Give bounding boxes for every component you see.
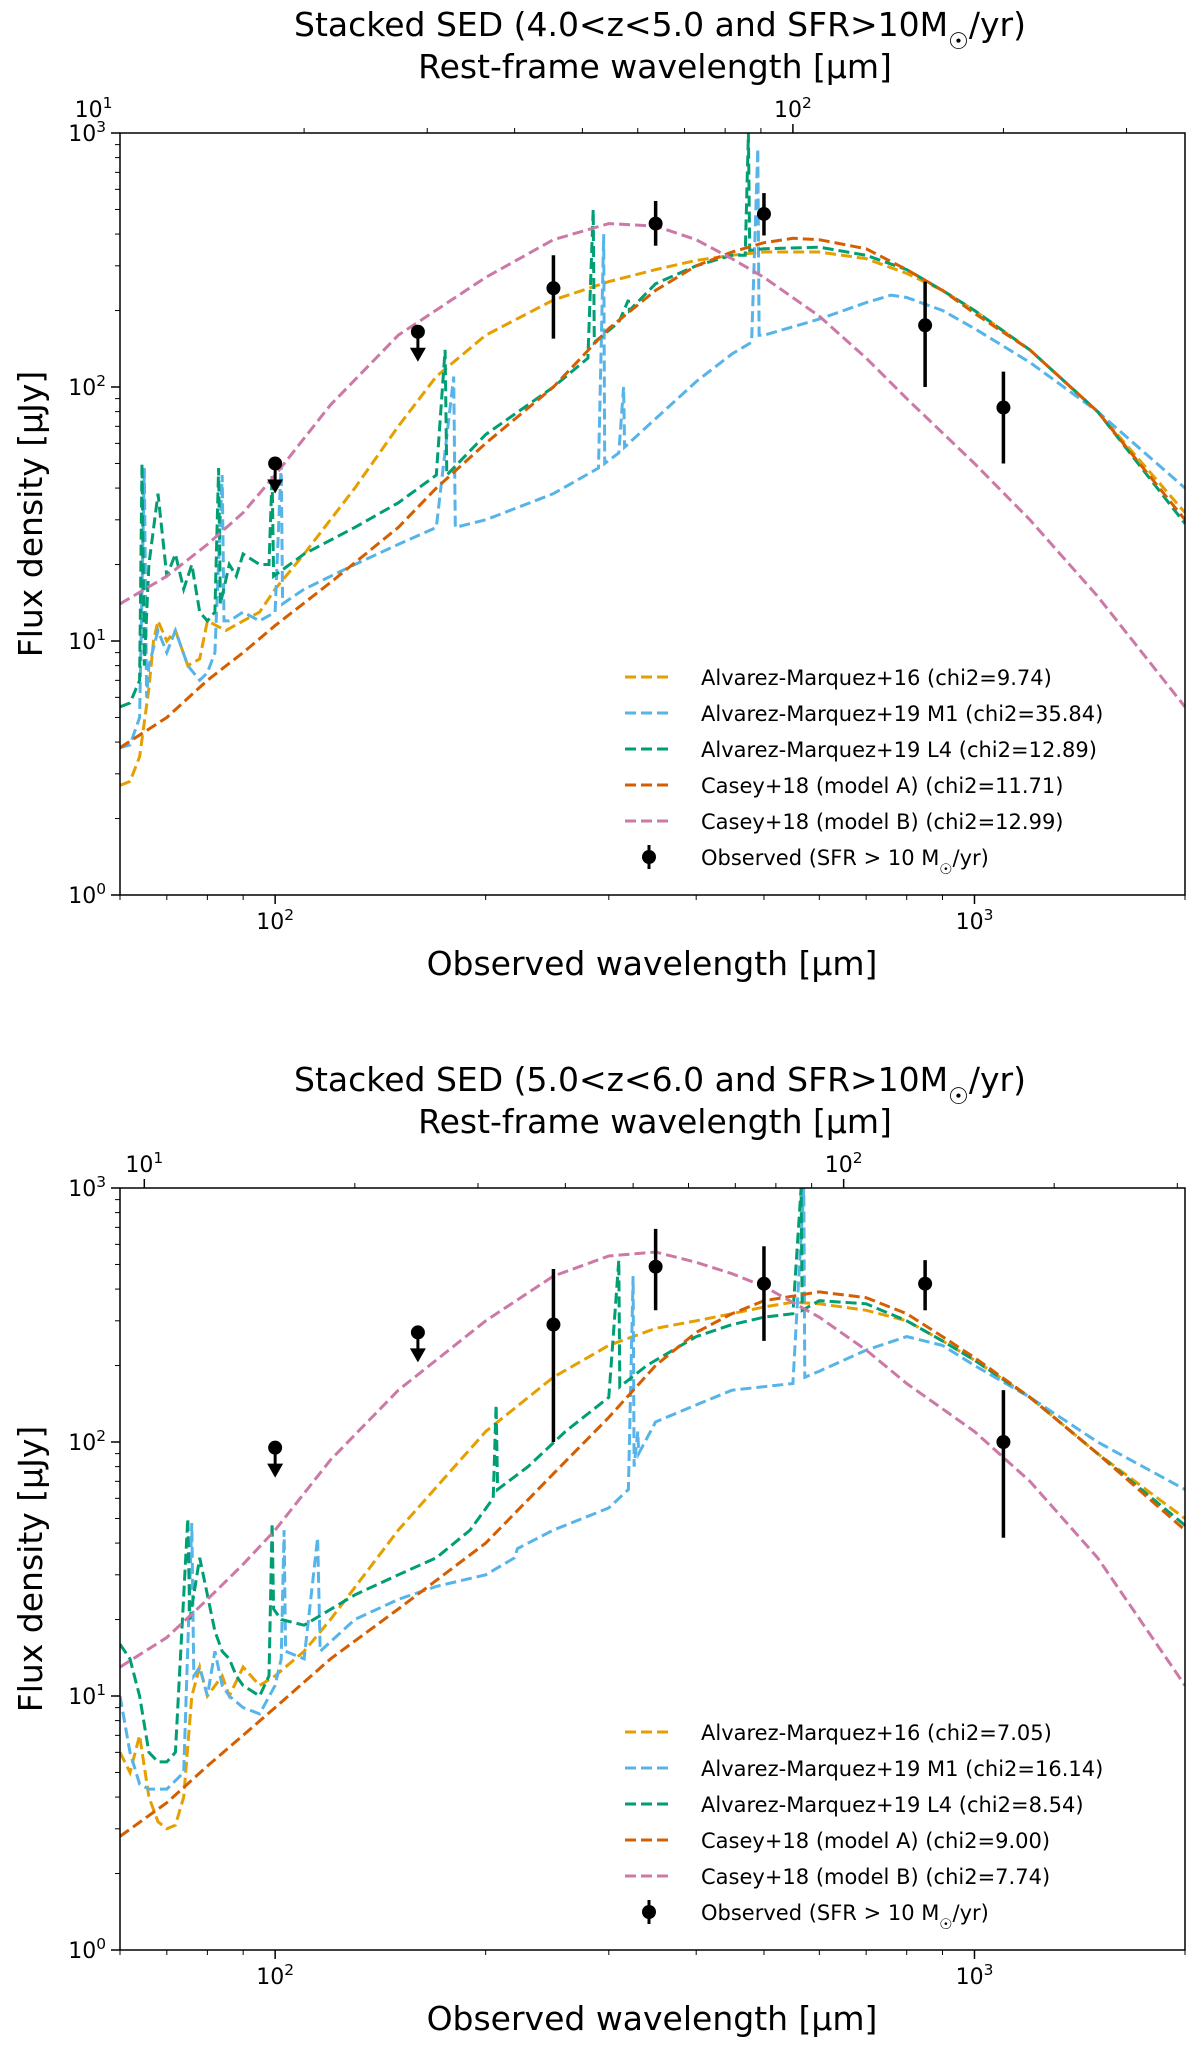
top-tick-label-0: 101 xyxy=(125,1149,163,1178)
observed-point-4 xyxy=(756,206,771,221)
chart-title: Stacked SED (4.0<z<5.0 and SFR>10M☉/yr) xyxy=(294,5,1026,55)
top-tick-label-1: 102 xyxy=(825,1149,863,1178)
panel-top: Stacked SED (4.0<z<5.0 and SFR>10M☉/yr)R… xyxy=(11,5,1186,983)
legend-observed-marker xyxy=(642,850,656,864)
legend-label-3: Casey+18 (model A) (chi2=9.00) xyxy=(701,1829,1050,1853)
series-line-1 xyxy=(120,1188,1185,1791)
observed-point-5 xyxy=(918,318,933,333)
top-tick-label-0: 101 xyxy=(75,94,113,123)
series-line-3 xyxy=(120,1290,1185,1838)
x-axis-label: Observed wavelength [μm] xyxy=(427,944,878,983)
series-line-0 xyxy=(120,1300,1185,1831)
series-line-2 xyxy=(120,1188,1185,1764)
upper-limit-arrow-1 xyxy=(409,1348,426,1363)
top-axis-label: Rest-frame wavelength [μm] xyxy=(418,47,892,86)
upper-limit-arrow-0 xyxy=(267,1463,284,1478)
series-line-0 xyxy=(120,250,1185,787)
legend-label-0: Alvarez-Marquez+16 (chi2=7.05) xyxy=(701,1721,1052,1745)
y-axis-label: Flux density [μJy] xyxy=(11,371,50,658)
upper-limit-arrow-0 xyxy=(267,479,284,494)
x-tick-label-1: 103 xyxy=(956,906,994,935)
legend-label-observed: Observed (SFR > 10 M☉/yr) xyxy=(701,846,989,878)
axes-frame xyxy=(119,1187,1186,1951)
observed-point-2 xyxy=(546,1317,561,1332)
legend-label-1: Alvarez-Marquez+19 M1 (chi2=35.84) xyxy=(701,702,1103,726)
top-axis-label: Rest-frame wavelength [μm] xyxy=(418,1102,892,1141)
observed-point-5 xyxy=(918,1276,933,1291)
legend-observed-marker xyxy=(642,1905,656,1919)
y-tick-label-2: 102 xyxy=(68,1427,106,1456)
observed-point-6 xyxy=(996,400,1011,415)
x-tick-label-0: 102 xyxy=(256,906,294,935)
y-tick-label-1: 101 xyxy=(68,1681,106,1710)
series-line-3 xyxy=(120,236,1185,749)
observed-point-1 xyxy=(410,324,425,339)
legend-label-3: Casey+18 (model A) (chi2=11.71) xyxy=(701,774,1063,798)
legend-label-2: Alvarez-Marquez+19 L4 (chi2=12.89) xyxy=(701,738,1097,762)
observed-point-0 xyxy=(268,456,283,471)
y-tick-label-2: 102 xyxy=(68,372,106,401)
plot-area xyxy=(120,1188,1185,1838)
legend-label-4: Casey+18 (model B) (chi2=7.74) xyxy=(701,1865,1050,1889)
upper-limit-arrow-1 xyxy=(409,347,426,362)
y-tick-label-3: 103 xyxy=(68,118,106,147)
legend-label-1: Alvarez-Marquez+19 M1 (chi2=16.14) xyxy=(701,1757,1103,1781)
plot-area xyxy=(120,133,1185,787)
x-axis-label: Observed wavelength [μm] xyxy=(427,1999,878,2038)
observed-point-1 xyxy=(410,1325,425,1340)
panel-bottom: Stacked SED (5.0<z<6.0 and SFR>10M☉/yr)R… xyxy=(11,1060,1186,2038)
observed-point-0 xyxy=(268,1440,283,1455)
y-tick-label-3: 103 xyxy=(68,1173,106,1202)
top-tick-label-1: 102 xyxy=(774,94,812,123)
y-tick-label-0: 100 xyxy=(68,880,106,909)
legend-label-0: Alvarez-Marquez+16 (chi2=9.74) xyxy=(701,666,1052,690)
legend-label-observed: Observed (SFR > 10 M☉/yr) xyxy=(701,1901,989,1933)
y-axis-label: Flux density [μJy] xyxy=(11,1426,50,1713)
legend-label-2: Alvarez-Marquez+19 L4 (chi2=8.54) xyxy=(701,1793,1084,1817)
observed-point-4 xyxy=(756,1276,771,1291)
axes-frame xyxy=(119,132,1186,896)
y-tick-label-1: 101 xyxy=(68,626,106,655)
observed-point-3 xyxy=(648,216,663,231)
y-tick-label-0: 100 xyxy=(68,1935,106,1964)
x-tick-label-1: 103 xyxy=(956,1961,994,1990)
legend: Alvarez-Marquez+16 (chi2=7.05) Alvarez-Ma… xyxy=(625,1721,1103,1933)
legend: Alvarez-Marquez+16 (chi2=9.74) Alvarez-Ma… xyxy=(625,666,1103,878)
observed-point-2 xyxy=(546,281,561,296)
x-tick-label-0: 102 xyxy=(256,1961,294,1990)
series-line-1 xyxy=(120,148,1185,750)
legend-label-4: Casey+18 (model B) (chi2=12.99) xyxy=(701,810,1064,834)
observed-point-6 xyxy=(996,1435,1011,1449)
chart-title: Stacked SED (5.0<z<6.0 and SFR>10M☉/yr) xyxy=(294,1060,1026,1110)
observed-point-3 xyxy=(648,1259,663,1274)
